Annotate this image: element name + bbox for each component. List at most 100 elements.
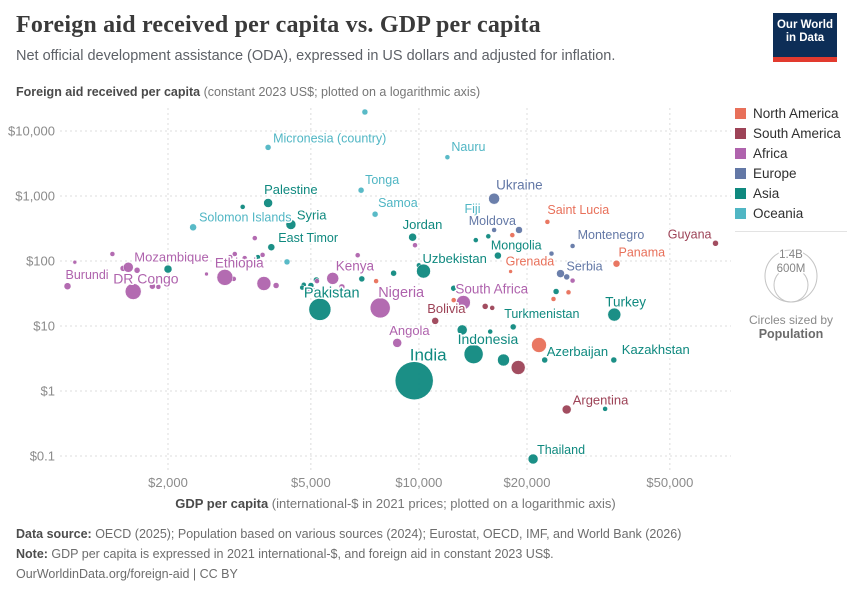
data-point[interactable] — [354, 252, 361, 258]
data-point[interactable] — [241, 255, 248, 261]
data-point[interactable] — [489, 305, 495, 311]
owid-logo[interactable]: Our World in Data — [773, 13, 837, 62]
data-point[interactable] — [72, 259, 78, 265]
data-point[interactable] — [510, 360, 526, 375]
data-point-kenya[interactable] — [326, 272, 339, 285]
data-point-turkmenistan[interactable] — [509, 323, 517, 331]
data-point-turkey[interactable] — [607, 307, 622, 322]
data-point-samoa[interactable] — [371, 210, 379, 218]
data-point-uzbekistan[interactable] — [416, 263, 431, 279]
data-point[interactable] — [256, 276, 272, 291]
data-point[interactable] — [155, 284, 162, 290]
data-point[interactable] — [524, 257, 530, 262]
data-point-jordan[interactable] — [408, 232, 417, 242]
data-point-pakistan[interactable] — [308, 298, 332, 321]
data-point[interactable] — [509, 232, 516, 238]
data-point-dr-congo[interactable] — [124, 283, 142, 300]
data-point-nigeria[interactable] — [369, 297, 391, 319]
data-point-tonga[interactable] — [357, 186, 365, 194]
legend-item-europe[interactable]: Europe — [735, 166, 847, 181]
legend-item-asia[interactable]: Asia — [735, 186, 847, 201]
data-point[interactable] — [239, 204, 246, 210]
data-point-saint-lucia[interactable] — [544, 219, 551, 225]
data-point[interactable] — [550, 296, 557, 302]
data-point[interactable] — [563, 273, 570, 281]
data-point[interactable] — [272, 282, 280, 289]
data-point[interactable] — [259, 252, 266, 258]
data-point-panama[interactable] — [612, 259, 621, 268]
data-point-angola[interactable] — [392, 338, 402, 348]
data-point-mozambique[interactable] — [123, 262, 134, 273]
legend-item-north_america[interactable]: North America — [735, 106, 847, 121]
data-point[interactable] — [445, 310, 450, 315]
data-point-argentina[interactable] — [561, 404, 572, 415]
data-point[interactable] — [532, 258, 537, 263]
data-point[interactable] — [602, 406, 608, 412]
legend-label-europe: Europe — [753, 166, 797, 181]
legend-item-oceania[interactable]: Oceania — [735, 206, 847, 221]
data-point[interactable] — [309, 287, 316, 294]
data-point[interactable] — [227, 254, 233, 260]
data-point[interactable] — [149, 282, 156, 290]
data-point[interactable] — [373, 278, 379, 284]
data-point-bolivia[interactable] — [431, 317, 439, 325]
data-point[interactable] — [361, 108, 369, 116]
data-point[interactable] — [133, 267, 141, 274]
data-point[interactable] — [485, 233, 492, 240]
data-point-ukraine[interactable] — [488, 192, 500, 205]
data-point[interactable] — [548, 250, 555, 257]
data-point[interactable] — [338, 283, 346, 291]
data-point-serbia[interactable] — [556, 269, 565, 278]
data-point[interactable] — [456, 324, 468, 336]
data-point-burundi[interactable] — [63, 282, 72, 290]
data-point-kazakhstan[interactable] — [610, 356, 618, 364]
data-point-fiji[interactable] — [468, 218, 477, 226]
data-point[interactable] — [163, 264, 173, 274]
data-point[interactable] — [320, 213, 326, 219]
data-point-grenada[interactable] — [508, 269, 513, 274]
data-point-east-timor[interactable] — [267, 243, 276, 251]
data-point-guyana[interactable] — [712, 240, 719, 247]
data-point[interactable] — [252, 235, 258, 241]
data-point[interactable] — [204, 271, 209, 277]
data-point-montenegro[interactable] — [569, 243, 576, 249]
data-point[interactable] — [299, 284, 305, 291]
data-point[interactable] — [358, 275, 366, 283]
data-point-indonesia[interactable] — [463, 344, 484, 364]
legend-item-south_america[interactable]: South America — [735, 126, 847, 141]
data-point[interactable] — [255, 254, 261, 260]
owid-link[interactable]: OurWorldinData.org/foreign-aid | CC BY — [16, 567, 238, 581]
data-point[interactable] — [473, 237, 479, 243]
legend-item-africa[interactable]: Africa — [735, 146, 847, 161]
data-point-ethiopia[interactable] — [216, 269, 234, 286]
data-point[interactable] — [314, 278, 320, 284]
data-point-mongolia[interactable] — [494, 251, 502, 260]
data-point-palestine[interactable] — [263, 198, 273, 208]
data-point-nauru[interactable] — [444, 154, 451, 160]
data-point-micronesia-country[interactable] — [264, 144, 272, 151]
data-point[interactable] — [491, 227, 497, 233]
data-point-solomon-islands[interactable] — [189, 223, 197, 232]
data-point[interactable] — [487, 328, 493, 335]
data-point[interactable] — [497, 353, 510, 367]
data-point-south-africa[interactable] — [456, 295, 471, 310]
data-point[interactable] — [450, 285, 457, 292]
data-point-azerbaijan[interactable] — [541, 356, 548, 364]
data-point[interactable] — [552, 288, 560, 295]
legend-swatch-south_america — [735, 128, 746, 139]
data-point[interactable] — [569, 277, 576, 284]
data-point[interactable] — [450, 297, 457, 303]
data-point-thailand[interactable] — [527, 453, 539, 465]
data-point[interactable] — [412, 242, 418, 248]
data-point[interactable] — [390, 269, 397, 277]
data-point[interactable] — [283, 258, 291, 266]
data-point[interactable] — [232, 251, 238, 257]
data-point-moldova[interactable] — [515, 226, 523, 234]
data-point[interactable] — [565, 289, 572, 296]
data-point[interactable] — [109, 251, 116, 257]
data-point[interactable] — [531, 337, 547, 353]
data-point-india[interactable] — [394, 361, 434, 400]
data-point[interactable] — [481, 303, 489, 310]
data-point[interactable] — [216, 257, 225, 266]
data-point-syria[interactable] — [285, 219, 297, 230]
